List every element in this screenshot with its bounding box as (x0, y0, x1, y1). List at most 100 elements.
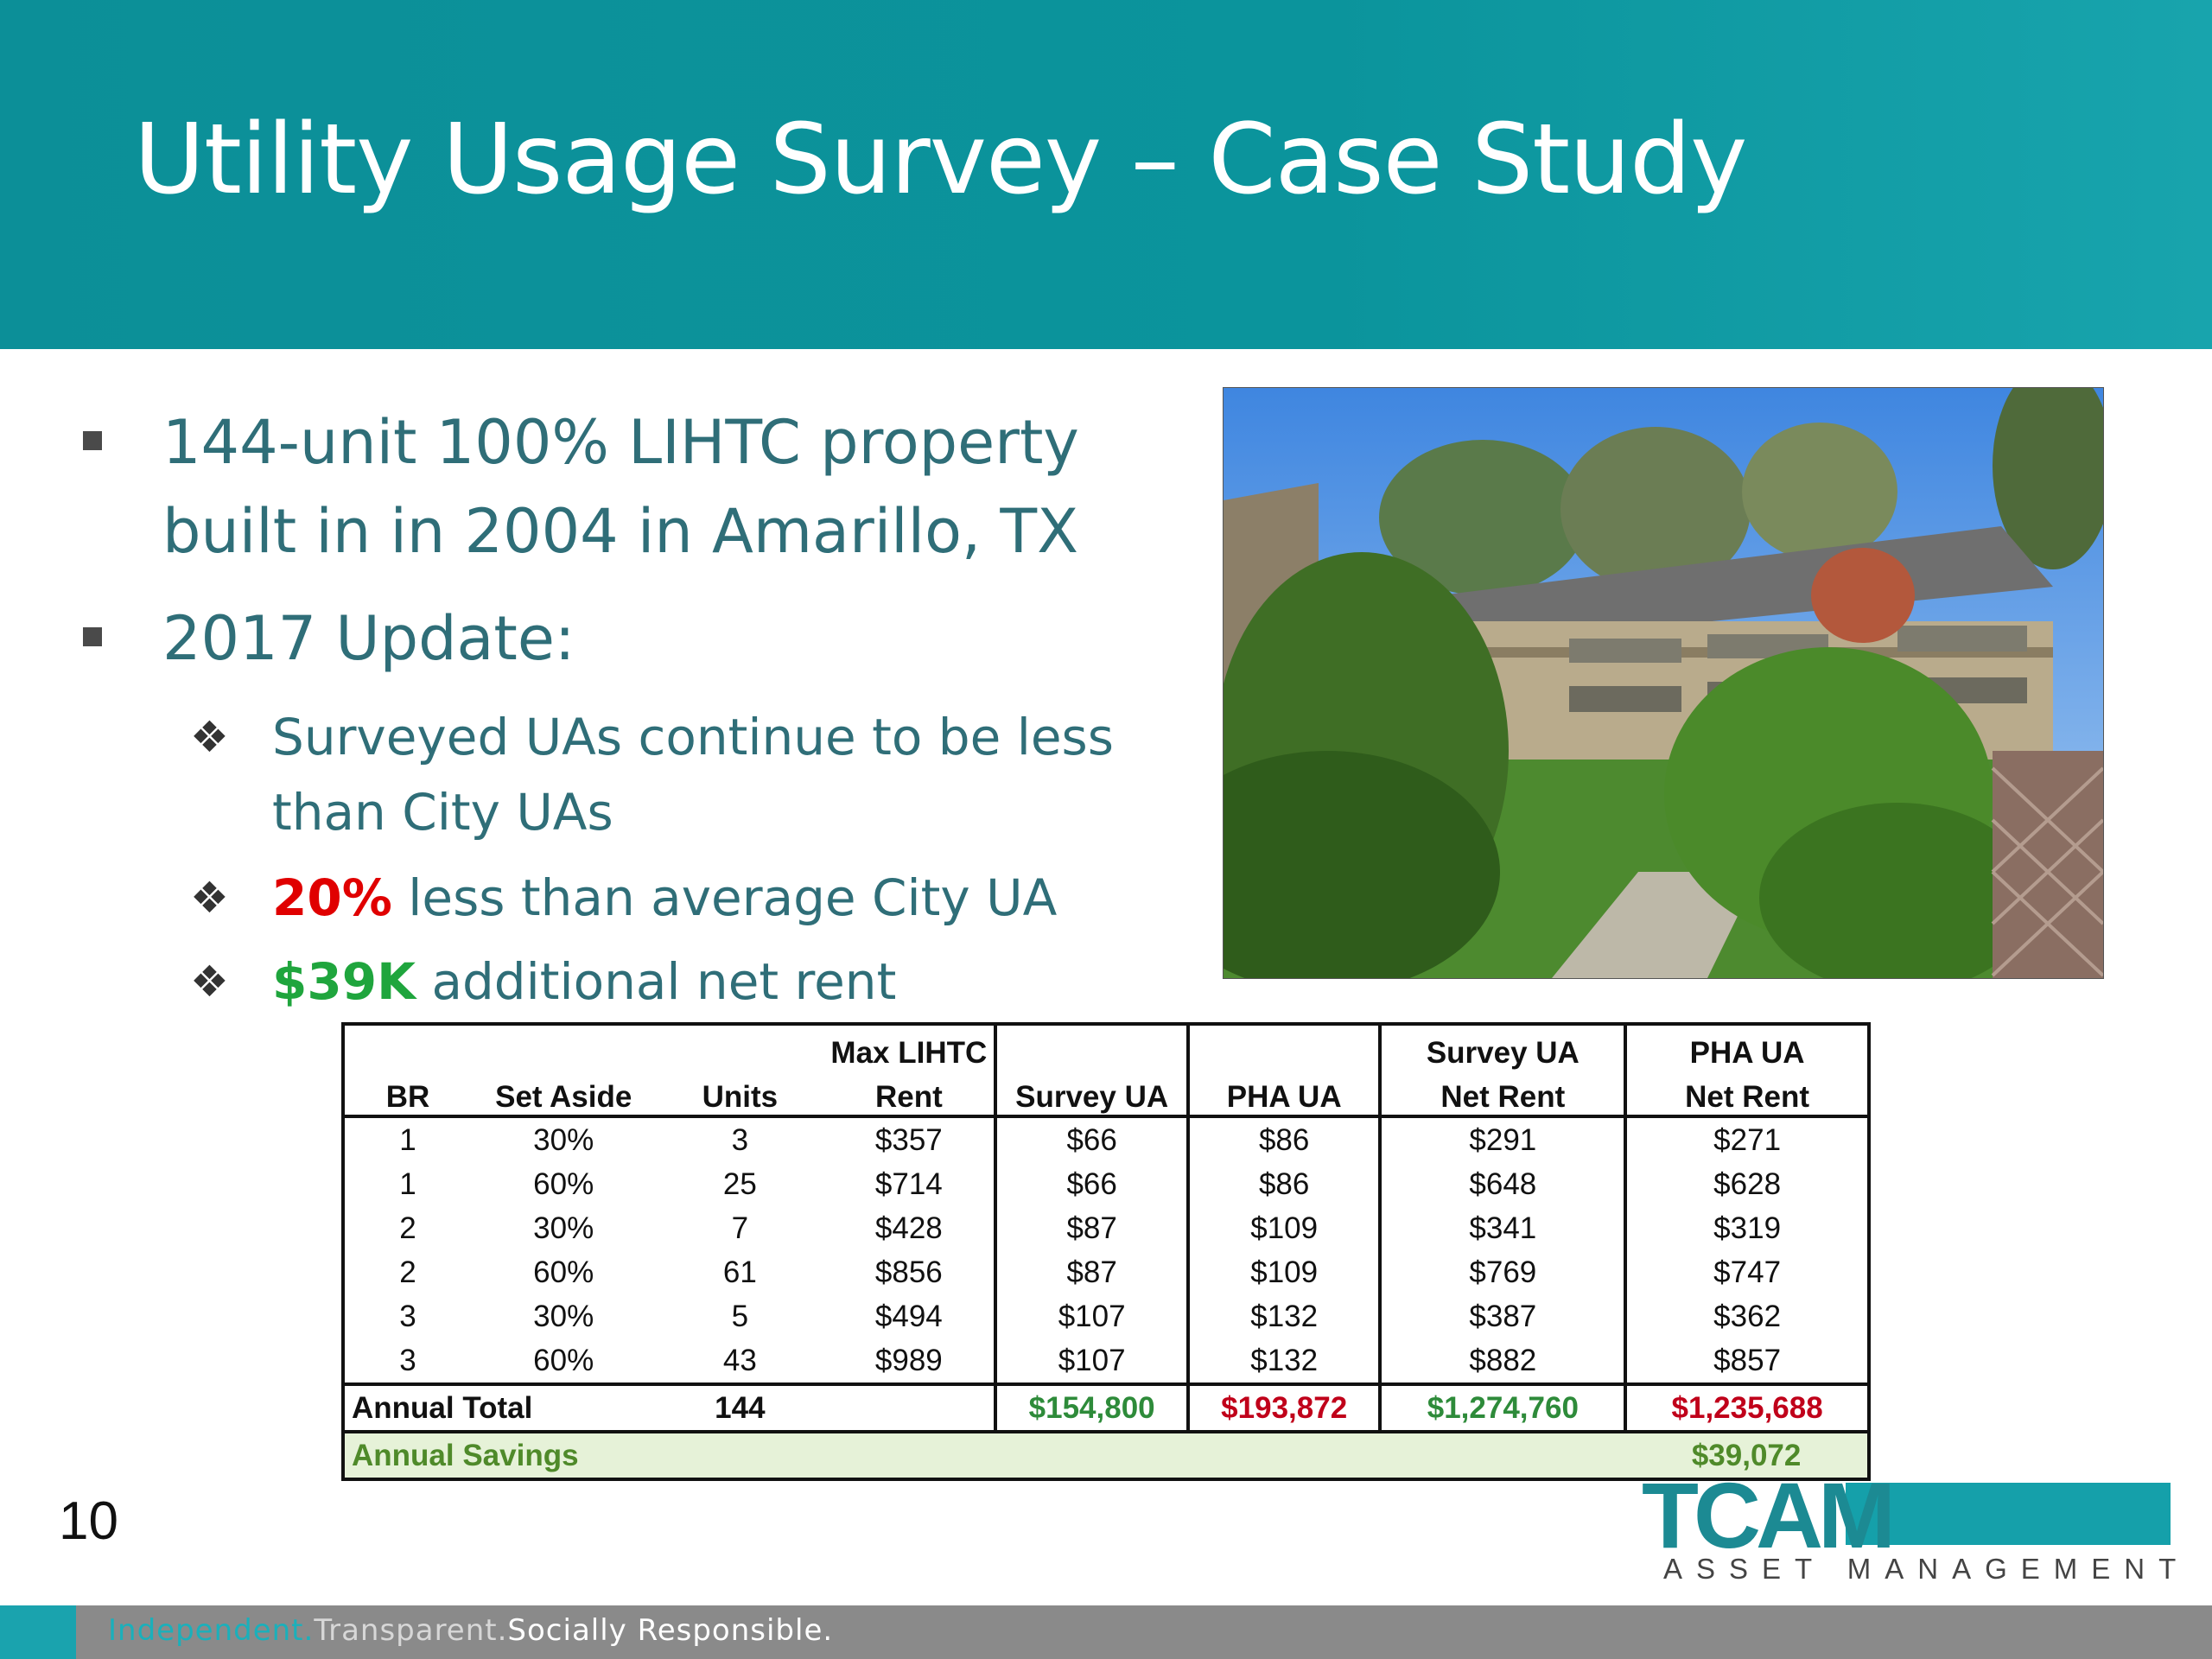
annual-savings-value: $39,072 (1625, 1430, 1869, 1479)
square-bullet-icon (83, 431, 102, 450)
bullet-property-line2: built in in 2004 in Amarillo, TX (162, 496, 1079, 567)
bullet-property: 144-unit 100% LIHTC property built in in… (83, 398, 1079, 576)
cell-br: 1 (399, 1166, 416, 1201)
cell-set-aside: 60% (533, 1343, 594, 1377)
percent-text: less than average City UA (391, 868, 1058, 927)
cell-set-aside: 60% (533, 1166, 594, 1201)
cell-survey-ua: $107 (994, 1294, 1188, 1338)
cell-survey-net-rent: $769 (1378, 1250, 1626, 1294)
header-survey-net: Survey UA (1378, 1024, 1626, 1071)
cell-units: 7 (731, 1211, 749, 1245)
cell-units: 43 (722, 1343, 757, 1377)
cell-survey-ua: $87 (994, 1206, 1188, 1250)
tagline-independent: Independent. (108, 1613, 315, 1648)
cell-units: 5 (731, 1299, 749, 1333)
bullet-update-text: 2017 Update: (162, 603, 575, 674)
cell-set-aside: 30% (533, 1122, 594, 1157)
sub-bullet-surveyed-line2: than City UAs (272, 783, 613, 842)
table-row: 2 30% 7 $428 $87 $109 $341 $319 (343, 1206, 1869, 1250)
annual-total-row: Annual Total 144 $154,800 $193,872 $1,27… (343, 1382, 1869, 1432)
cell-pha-net-rent: $319 (1624, 1206, 1869, 1250)
cell-pha-ua: $86 (1185, 1116, 1381, 1162)
table-row: 1 30% 3 $357 $66 $86 $291 $271 (343, 1116, 1869, 1162)
annual-savings-row: Annual Savings $39,072 (343, 1430, 1869, 1479)
cell-pha-net-rent: $271 (1624, 1116, 1869, 1162)
header-survey-net-rent: Net Rent (1378, 1071, 1626, 1118)
header-pha-ua: PHA UA (1185, 1071, 1381, 1118)
cell-br: 3 (399, 1343, 416, 1377)
cell-units: 25 (722, 1166, 757, 1201)
bullet-update: 2017 Update: (83, 594, 575, 683)
cell-br: 2 (399, 1211, 416, 1245)
cell-pha-ua: $132 (1185, 1294, 1381, 1338)
cell-max-rent: $856 (874, 1255, 943, 1289)
table-row: 3 30% 5 $494 $107 $132 $387 $362 (343, 1294, 1869, 1338)
cell-br: 2 (399, 1255, 416, 1289)
slide-title: Utility Usage Survey – Case Study (134, 104, 1747, 216)
annual-total-pha-net: $1,235,688 (1624, 1382, 1869, 1432)
cell-max-rent: $989 (874, 1343, 943, 1377)
annual-savings-label: Annual Savings (343, 1430, 1626, 1479)
annual-total-pha-ua: $193,872 (1185, 1382, 1381, 1432)
cell-pha-ua: $109 (1185, 1250, 1381, 1294)
cell-pha-net-rent: $747 (1624, 1250, 1869, 1294)
sub-bullet-netrent: ❖ $39K additional net rent (190, 944, 897, 1020)
footer-tagline: Independent.Transparent.Socially Respons… (108, 1613, 833, 1648)
title-banner: Utility Usage Survey – Case Study (0, 0, 2212, 349)
header-br: BR (343, 1071, 472, 1118)
header-pha-net-rent: Net Rent (1624, 1071, 1869, 1118)
page-number: 10 (59, 1491, 118, 1551)
tagline-socially: Socially Responsible. (507, 1613, 834, 1648)
cell-survey-ua: $66 (994, 1116, 1188, 1162)
cell-set-aside: 30% (533, 1299, 594, 1333)
cell-survey-net-rent: $291 (1378, 1116, 1626, 1162)
diamond-bullet-icon: ❖ (190, 873, 229, 923)
annual-total-units: 144 (656, 1382, 824, 1432)
cell-pha-net-rent: $362 (1624, 1294, 1869, 1338)
annual-total-survey-net: $1,274,760 (1378, 1382, 1626, 1432)
header-survey-ua: Survey UA (994, 1071, 1188, 1118)
cell-units: 3 (731, 1122, 749, 1157)
ua-comparison-table: Max LIHTC Survey UA PHA UA BR Set Aside … (341, 1022, 1871, 1481)
cell-pha-ua: $132 (1185, 1338, 1381, 1384)
cell-survey-net-rent: $648 (1378, 1162, 1626, 1206)
table-header-row: Max LIHTC Survey UA PHA UA (343, 1024, 1869, 1071)
bullet-list: 144-unit 100% LIHTC property built in in… (0, 0, 1192, 1020)
netrent-text: additional net rent (416, 952, 897, 1011)
cell-survey-ua: $107 (994, 1338, 1188, 1384)
cell-survey-net-rent: $387 (1378, 1294, 1626, 1338)
cell-br: 3 (399, 1299, 416, 1333)
sub-bullet-surveyed: ❖ Surveyed UAs continue to be less than … (190, 700, 1114, 850)
bullet-property-line1: 144-unit 100% LIHTC property (162, 407, 1079, 478)
cell-survey-ua: $87 (994, 1250, 1188, 1294)
table-row: 1 60% 25 $714 $66 $86 $648 $628 (343, 1162, 1869, 1206)
table-header-row: BR Set Aside Units Rent Survey UA PHA UA… (343, 1071, 1869, 1118)
cell-set-aside: 60% (533, 1255, 594, 1289)
sub-bullet-surveyed-line1: Surveyed UAs continue to be less (272, 708, 1114, 766)
table-row: 3 60% 43 $989 $107 $132 $882 $857 (343, 1338, 1869, 1384)
cell-units: 61 (722, 1255, 757, 1289)
cell-pha-ua: $86 (1185, 1162, 1381, 1206)
cell-pha-ua: $109 (1185, 1206, 1381, 1250)
cell-br: 1 (399, 1122, 416, 1157)
cell-survey-ua: $66 (994, 1162, 1188, 1206)
cell-set-aside: 30% (533, 1211, 594, 1245)
diamond-bullet-icon: ❖ (190, 957, 229, 1007)
annual-total-survey-ua: $154,800 (994, 1382, 1188, 1432)
cell-max-rent: $494 (874, 1299, 943, 1333)
annual-total-label: Annual Total (343, 1382, 657, 1432)
sub-bullet-percent: ❖ 20% less than average City UA (190, 861, 1058, 936)
cell-survey-net-rent: $882 (1378, 1338, 1626, 1384)
square-bullet-icon (83, 627, 102, 646)
cell-survey-net-rent: $341 (1378, 1206, 1626, 1250)
logo-bar (1846, 1483, 2171, 1545)
table-row: 2 60% 61 $856 $87 $109 $769 $747 (343, 1250, 1869, 1294)
cell-pha-net-rent: $628 (1624, 1162, 1869, 1206)
footer-bar: Independent.Transparent.Socially Respons… (0, 1605, 2212, 1659)
netrent-highlight: $39K (272, 952, 416, 1011)
header-max-lihtc: Max LIHTC (830, 1036, 988, 1070)
diamond-bullet-icon: ❖ (190, 712, 229, 762)
tcam-logo: TCAM (1642, 1463, 1896, 1567)
header-units: Units (656, 1071, 824, 1118)
header-rent: Rent (823, 1071, 996, 1118)
